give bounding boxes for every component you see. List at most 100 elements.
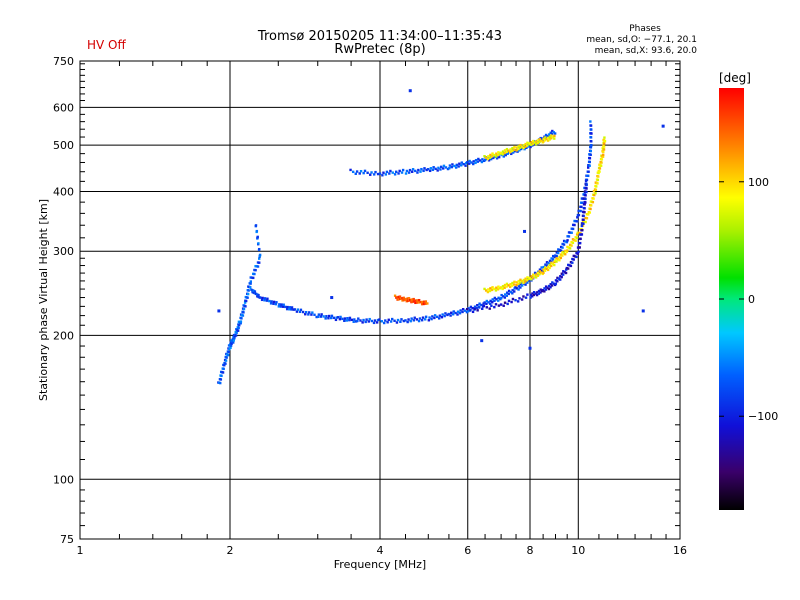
data-point [475,306,478,310]
data-point [460,161,464,164]
data-point [491,298,494,301]
data-point [583,207,586,210]
grid-lines [80,61,680,539]
data-point [224,359,228,362]
data-point [499,151,503,154]
data-point [536,271,540,275]
data-point [510,284,514,287]
data-point [442,164,446,168]
data-point [584,201,587,204]
data-point [540,266,543,269]
data-point [544,133,548,137]
data-point [573,238,576,242]
data-point [467,162,471,165]
data-point [428,169,432,173]
data-point [590,132,593,135]
data-point [573,255,577,258]
data-point [451,313,455,316]
data-point [352,320,355,323]
data-point [402,319,406,323]
data-point [535,140,538,143]
data-point [502,304,505,307]
data-point [274,302,278,306]
data-point [533,274,536,278]
data-point [572,254,575,258]
data-point [573,223,576,227]
data-point [590,140,593,143]
data-point [502,155,505,158]
data-point [530,141,533,144]
data-point [542,140,545,143]
data-points [217,89,665,385]
data-point [282,305,285,308]
data-point [530,278,533,281]
data-point [517,279,520,283]
data-point [575,233,579,236]
data-point [473,305,477,308]
data-point [545,264,549,267]
data-point [520,280,524,283]
data-point [500,296,503,300]
data-point [457,165,460,168]
data-point [316,315,320,319]
data-point [257,257,261,260]
data-point [254,268,257,272]
data-point [361,321,364,324]
data-point [553,137,556,140]
data-point [545,267,548,270]
data-point [385,170,389,174]
data-point [242,307,246,311]
data-point [358,172,361,175]
data-point [580,201,584,204]
data-point [569,261,573,264]
data-point [259,296,262,299]
data-point [557,248,560,251]
phases-o-stats: mean, sd,O: −77.1, 20.1 [586,35,697,45]
data-point [280,303,283,306]
data-point [229,344,233,347]
data-point [487,288,490,291]
data-point [230,342,233,345]
data-point [519,283,522,286]
data-point [559,245,563,249]
data-point [565,250,568,254]
data-point [568,243,572,247]
data-point [236,329,240,332]
data-point [558,255,561,259]
data-point [517,288,520,291]
data-point [464,164,467,167]
data-point [555,254,558,258]
data-point [554,282,558,285]
data-point [489,299,492,303]
data-point [410,170,414,173]
data-point [474,161,477,165]
data-point [505,150,508,154]
data-point [576,252,580,255]
data-point [531,292,534,295]
data-point [293,308,296,311]
data-point [415,318,419,321]
data-point [577,231,581,235]
data-point [397,298,401,301]
data-point [235,331,238,334]
data-point [454,166,458,169]
data-point [641,309,645,313]
data-point [355,170,359,173]
data-point [486,290,490,294]
data-point [401,296,404,300]
data-point [514,286,517,289]
data-point [477,157,480,161]
data-point [546,135,549,138]
data-point [503,286,506,289]
data-point [517,282,520,286]
data-point [585,213,589,216]
data-point [412,300,415,303]
data-point [532,273,535,276]
data-point [554,254,557,257]
data-point [422,300,426,303]
data-point [430,317,433,321]
data-point [542,271,545,274]
data-point [584,216,587,220]
data-point [489,287,492,290]
data-point [515,149,518,152]
